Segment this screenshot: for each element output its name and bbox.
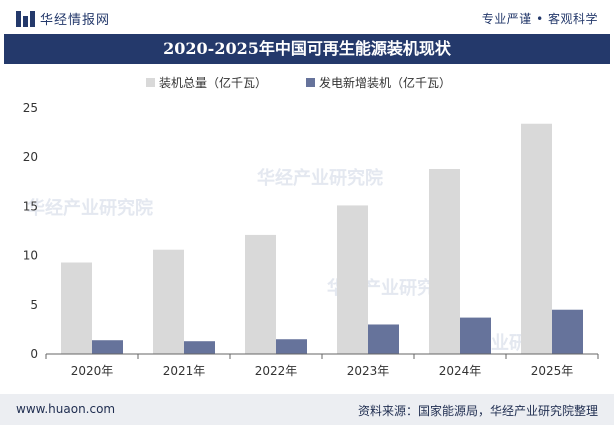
y-tick-label: 10	[23, 249, 38, 263]
bar-new-2	[184, 341, 215, 354]
bar-total-6	[521, 123, 552, 354]
brand-name: 华经情报网	[40, 13, 111, 28]
x-tick-label: 2021年	[163, 364, 206, 378]
top-bar: 华经情报网 专业严谨 • 客观科学	[0, 0, 614, 34]
legend-label-2: 发电新增装机（亿千瓦）	[319, 75, 451, 90]
bar-total-5	[429, 169, 460, 354]
y-tick-label: 0	[30, 347, 38, 361]
watermark-2: 华经产业研究院	[257, 167, 383, 189]
bar-total-4	[337, 205, 368, 354]
chart-area: 华经产业研究院 华经产业研究院 华经产业研究院 华经产业研究院 装机总量（亿千瓦） 发电…	[0, 64, 614, 394]
footer: www.huaon.com 资料来源：国家能源局，华经产业研究院整理	[0, 394, 614, 425]
footer-source: 资料来源：国家能源局，华经产业研究院整理	[357, 404, 598, 418]
legend-swatch-2	[306, 78, 315, 87]
bar-new-6	[552, 309, 583, 354]
legend-label-1: 装机总量（亿千瓦）	[159, 75, 267, 90]
slogan: 专业严谨 • 客观科学	[481, 12, 598, 26]
bar-total-1	[61, 262, 92, 354]
chart-title: 2020-2025年中国可再生能源装机现状	[163, 39, 451, 58]
legend-swatch-1	[146, 78, 155, 87]
watermark-1: 华经产业研究院	[27, 197, 153, 219]
x-tick-label: 2024年	[439, 364, 482, 378]
x-tick-label: 2023年	[347, 364, 390, 378]
y-tick-label: 20	[23, 150, 38, 164]
title-bar: 2020-2025年中国可再生能源装机现状	[4, 34, 610, 64]
bar-new-4	[368, 324, 399, 354]
brand-logo-icon	[16, 10, 35, 27]
x-tick-label: 2020年	[71, 364, 114, 378]
x-tick-label: 2025年	[531, 364, 574, 378]
bar-total-2	[153, 249, 184, 354]
bar-new-3	[276, 339, 307, 354]
bar-total-3	[245, 234, 276, 354]
y-tick-label: 15	[23, 199, 38, 213]
y-tick-label: 5	[30, 298, 38, 312]
x-tick-label: 2022年	[255, 364, 298, 378]
bar-new-1	[92, 340, 123, 354]
brand: 华经情报网	[16, 9, 110, 28]
bar-new-5	[460, 317, 491, 354]
footer-url: www.huaon.com	[16, 402, 116, 416]
y-tick-label: 25	[23, 101, 38, 115]
